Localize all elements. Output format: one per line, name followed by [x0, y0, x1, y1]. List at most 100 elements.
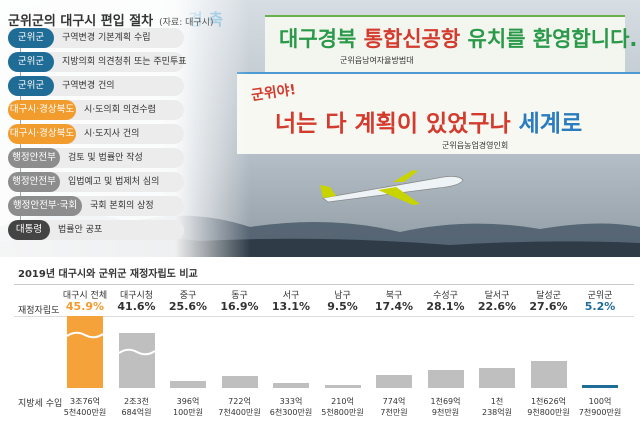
procedure-step-actor: 군위군	[8, 76, 54, 96]
tax-bar	[530, 361, 567, 388]
rate-label: 45.9%	[65, 300, 105, 313]
procedure-step: 행정안전부 검토 및 법률안 작성	[8, 148, 184, 168]
tax-label-line2: 5천800만원	[321, 408, 364, 417]
category-label: 달서구	[484, 291, 510, 301]
procedure-step: 대통령 법률안 공포	[8, 220, 184, 240]
tax-label-line2: 7천만원	[380, 408, 408, 417]
welcome-banner-text: 대구경북 통합신공항 유치를 환영합니다.	[279, 27, 638, 51]
tax-label-line1: 2조3천	[124, 397, 149, 406]
procedure-step-actor: 대구시·경상북도	[8, 124, 76, 144]
rate-label: 17.4%	[374, 300, 414, 313]
rate-label: 9.5%	[327, 300, 358, 313]
fiscal-chart: 2019년 대구시와 군위군 재정자립도 비교 재정자립도 지방세 수입 대구시…	[0, 257, 640, 427]
tax-bar	[324, 384, 361, 388]
procedure-step-action: 구역변경 건의	[62, 81, 115, 91]
tax-label-line1: 1천69억	[430, 397, 461, 406]
procedure-step-action: 검토 및 법률안 작성	[68, 153, 143, 163]
category-label: 달성군	[536, 291, 561, 301]
chart-divider-rates	[14, 316, 634, 317]
tax-label-line1: 210억	[331, 397, 354, 406]
tax-label-line1: 1천	[490, 397, 504, 406]
procedure-title: 군위군의 대구시 편입 절차 (자료: 대구시)	[8, 14, 214, 29]
tax-label-line2: 5천400만원	[63, 408, 107, 417]
tax-bar	[427, 370, 464, 388]
rate-label: 27.6%	[529, 300, 568, 313]
procedure-step-action: 지방의회 의견청취 또는 주민투표	[62, 57, 187, 67]
procedure-step-actor: 군위군	[8, 52, 54, 72]
tax-label-line2: 238억원	[482, 408, 512, 417]
tax-label-line2: 684억원	[121, 408, 152, 417]
tax-label-line1: 1천626억	[530, 397, 567, 406]
rate-label: 41.6%	[117, 300, 156, 313]
tax-label-line2: 6천300만원	[269, 408, 313, 417]
procedure-step: 군위군 지방의회 의견청취 또는 주민투표	[8, 52, 187, 72]
tax-row-label: 지방세 수입	[18, 399, 63, 409]
airplane-image	[320, 170, 464, 205]
procedure-step-action: 시·도지사 건의	[84, 129, 140, 139]
tax-label-line2: 7천400만원	[218, 408, 261, 417]
photo-section: 대구경북 통합신공항 유치를 환영합니다. 군위읍남여자율방범대 군위야! 너는…	[0, 0, 640, 257]
category-label: 서구	[282, 291, 300, 301]
procedure-step-action: 국회 본회의 상정	[90, 201, 154, 211]
procedure-step-actor: 대통령	[8, 220, 50, 240]
rate-label: 22.6%	[477, 300, 517, 313]
procedure-step-actor: 군위군	[8, 28, 54, 48]
tax-label-line2: 7천900만원	[578, 408, 622, 417]
plan-banner-callout: 군위야!	[250, 81, 298, 105]
tax-label-line1: 774억	[382, 397, 406, 406]
plan-banner-text: 너는 다 계획이 있었구나 세계로	[275, 111, 583, 137]
procedure-step-action: 시·도의회 의견수렴	[84, 105, 156, 115]
category-label: 수성구	[433, 291, 458, 301]
tax-label-line1: 333억	[279, 397, 303, 406]
tax-bar	[479, 367, 515, 388]
tax-bar	[170, 381, 206, 388]
procedure-step-actor: 행정안전부	[8, 172, 60, 192]
plan-banner: 군위야! 너는 다 계획이 있었구나 세계로 군위읍농업경영인회	[237, 72, 640, 154]
tax-bar	[67, 316, 103, 388]
tax-label-line2: 9천만원	[431, 408, 460, 417]
procedure-step-action: 구역변경 기본계획 수립	[62, 33, 151, 43]
procedure-step: 대구시·경상북도 시·도지사 건의	[8, 124, 184, 144]
tax-bar	[273, 382, 309, 388]
category-label: 군위군	[587, 291, 613, 301]
tax-label-line1: 100억	[588, 397, 612, 406]
rate-label: 5.2%	[584, 300, 616, 313]
tax-label-line2: 100만원	[173, 408, 203, 417]
category-label: 남구	[334, 291, 351, 301]
procedure-step: 대구시·경상북도 시·도의회 의견수렴	[8, 100, 184, 120]
chart-divider	[14, 284, 634, 285]
tax-bar	[582, 385, 618, 388]
procedure-step: 군위군 구역변경 건의	[8, 76, 184, 96]
welcome-banner: 대구경북 통합신공항 유치를 환영합니다. 군위읍남여자율방범대	[265, 15, 637, 72]
rate-label: 13.1%	[271, 300, 311, 313]
procedure-step-actor: 대구시·경상북도	[8, 100, 76, 120]
procedure-step: 군위군 구역변경 기본계획 수립	[8, 28, 184, 48]
axis-break-mark	[118, 348, 155, 356]
procedure-steps: 군위군 구역변경 기본계획 수립 군위군 지방의회 의견청취 또는 주민투표 군위군 구역…	[8, 28, 187, 244]
procedure-step-actor: 행정안전부	[8, 148, 60, 168]
tax-label-line2: 9천800만원	[527, 408, 570, 417]
tax-bar	[118, 333, 155, 388]
tax-bar	[376, 375, 412, 388]
procedure-panel: 군위군의 대구시 편입 절차 (자료: 대구시) 군위군 구역변경 기본계획 수립 군…	[0, 0, 250, 257]
procedure-step-actor: 행정안전부·국회	[8, 196, 82, 216]
procedure-step-action: 법률안 공포	[58, 225, 103, 235]
tax-label-line1: 3조76억	[70, 397, 100, 406]
tax-bar	[221, 376, 258, 388]
procedure-step: 행정안전부 입법예고 및 법제처 심의	[8, 172, 184, 192]
chart-title: 2019년 대구시와 군위군 재정자립도 비교	[18, 269, 198, 280]
category-label: 중구	[179, 291, 197, 301]
plan-banner-sponsor: 군위읍농업경영인회	[442, 141, 509, 150]
tax-label-line1: 396억	[176, 397, 200, 406]
procedure-step-bar	[8, 220, 184, 240]
category-label: 동구	[231, 291, 248, 301]
procedure-step-action: 입법예고 및 법제처 심의	[68, 177, 160, 187]
rate-label: 28.1%	[426, 300, 465, 313]
category-label: 대구시청	[119, 291, 154, 301]
rate-label: 16.9%	[220, 300, 259, 313]
welcome-banner-sponsor: 군위읍남여자율방범대	[340, 56, 414, 65]
rate-label: 25.6%	[168, 300, 208, 313]
tax-label-line1: 722억	[228, 397, 251, 406]
rate-row-label: 재정자립도	[18, 306, 60, 316]
category-label: 대구시 전체	[62, 291, 108, 301]
